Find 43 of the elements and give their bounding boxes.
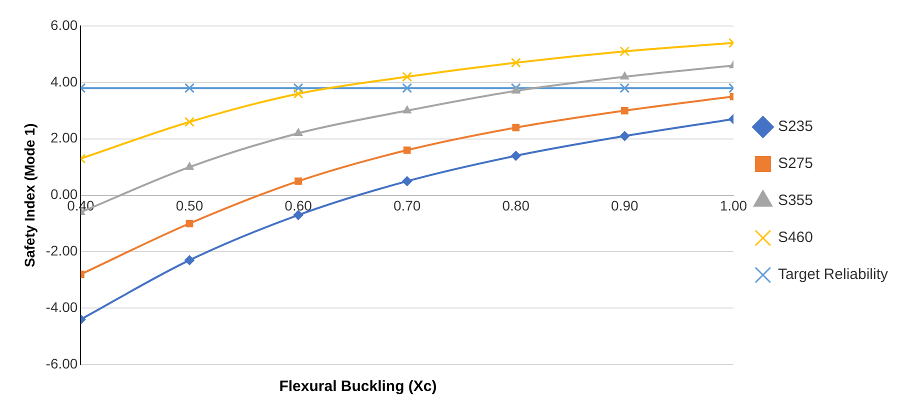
point	[620, 72, 630, 80]
point	[620, 46, 630, 56]
legend-label: S275	[778, 155, 813, 172]
point	[184, 255, 194, 266]
y-tick-label: 6.00	[50, 16, 78, 33]
point	[402, 176, 412, 186]
y-tick-label: -4.00	[46, 299, 78, 316]
x-tick-label: 0.60	[284, 198, 312, 214]
point	[511, 86, 520, 94]
point	[294, 128, 303, 136]
y-tick-label: 2.00	[50, 130, 78, 146]
x-tick-label: 0.70	[393, 198, 421, 214]
y-axis-title: Safety Index (Mode 1)	[21, 123, 38, 268]
legend-label: S355	[778, 192, 813, 210]
y-tick-label: -6.00	[46, 355, 78, 372]
point	[293, 83, 304, 94]
legend-label: S460	[778, 229, 813, 246]
point	[402, 83, 412, 94]
legend-label: S235	[778, 118, 813, 136]
x-tick-label: 1.00	[720, 198, 748, 214]
legend-label: Target Reliability	[778, 266, 888, 284]
x-tick-label: 0.80	[502, 198, 530, 214]
x-tick-label: 0.50	[176, 198, 204, 214]
point	[293, 210, 304, 220]
y-tick-label: 4.00	[50, 73, 78, 90]
y-tick-label: -2.00	[46, 242, 78, 259]
point	[185, 162, 194, 170]
point	[186, 220, 194, 228]
x-tick-label: 0.90	[611, 198, 638, 214]
point	[403, 146, 411, 154]
point	[510, 150, 521, 161]
point	[512, 124, 520, 132]
point	[184, 83, 194, 94]
point	[620, 131, 630, 142]
x-axis-title: Flexural Buckling (Xc)	[278, 378, 438, 395]
point	[293, 88, 304, 99]
point	[510, 58, 521, 68]
point	[620, 83, 630, 94]
point	[402, 106, 412, 114]
point	[402, 72, 412, 82]
point	[620, 106, 628, 114]
point	[184, 116, 194, 127]
point	[294, 178, 302, 185]
